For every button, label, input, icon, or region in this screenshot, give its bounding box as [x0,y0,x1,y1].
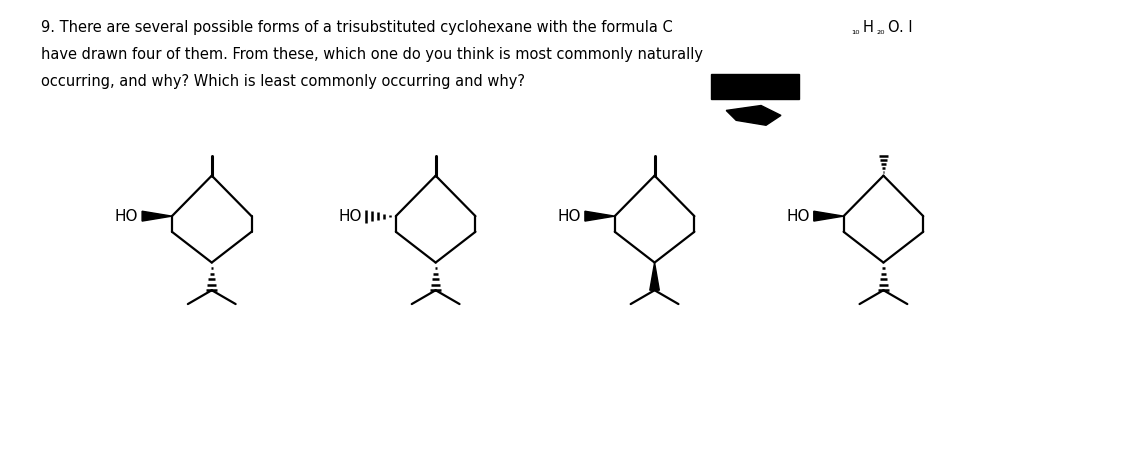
Text: have drawn four of them. From these, which one do you think is most commonly nat: have drawn four of them. From these, whi… [41,47,702,62]
Text: ₁₀: ₁₀ [852,26,860,36]
Text: HO: HO [557,209,581,224]
Text: HO: HO [114,209,138,224]
Bar [712,74,799,99]
Polygon shape [585,211,615,221]
Polygon shape [650,263,659,290]
Polygon shape [726,106,781,125]
Text: 9. There are several possible forms of a trisubstituted cyclohexane with the for: 9. There are several possible forms of a… [41,20,672,35]
Text: ₂₀: ₂₀ [877,26,885,36]
Polygon shape [813,211,844,221]
Text: H: H [862,20,874,35]
Text: HO: HO [786,209,810,224]
Text: O. I: O. I [887,20,912,35]
Text: occurring, and why? Which is least commonly occurring and why?: occurring, and why? Which is least commo… [41,74,525,89]
Text: HO: HO [339,209,363,224]
Polygon shape [142,211,172,221]
